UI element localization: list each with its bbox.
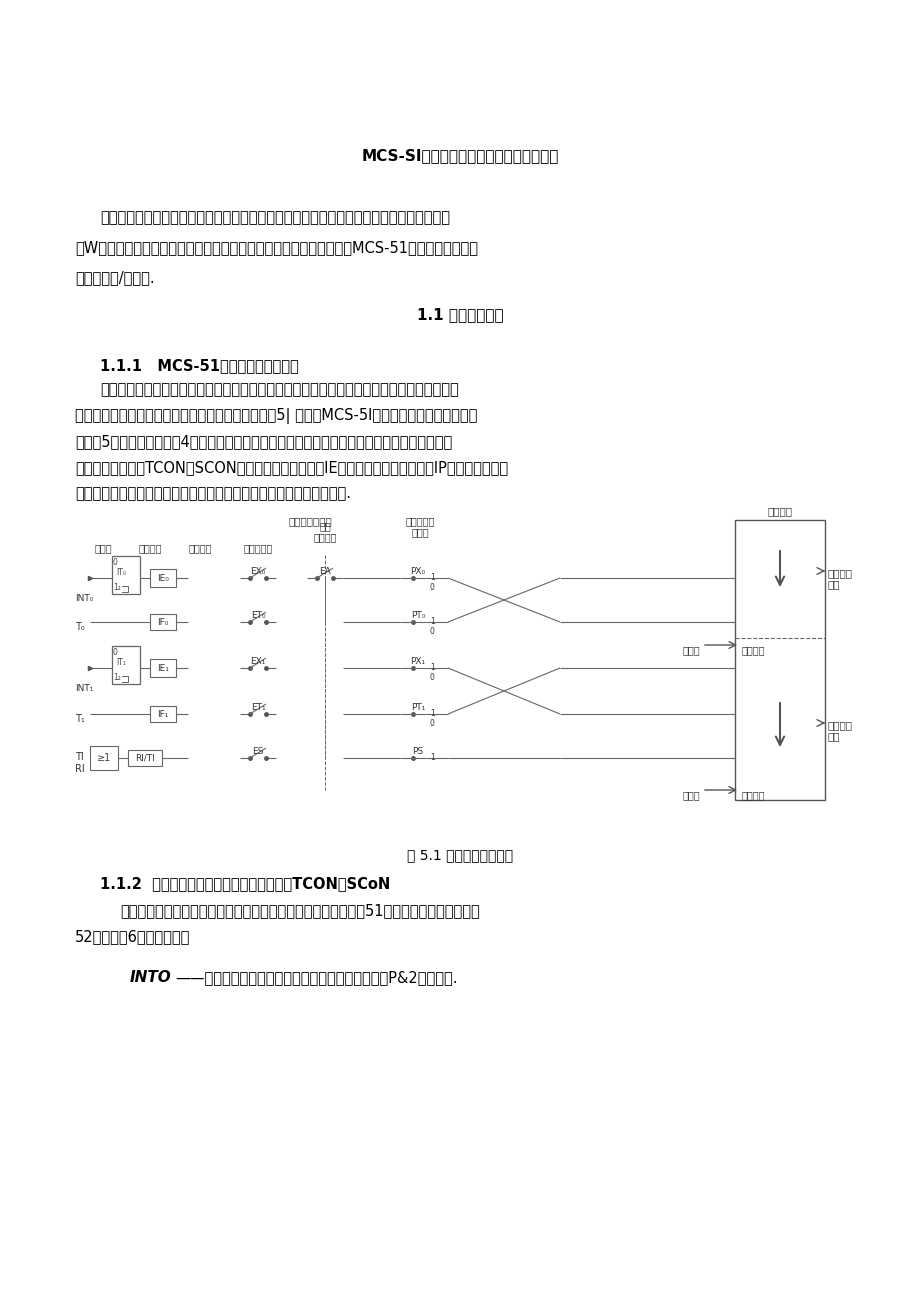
Text: 1.1 中断系统结构: 1.1 中断系统结构 [416,307,503,323]
Text: RI: RI [75,764,85,774]
Text: EX₁: EX₁ [250,657,266,666]
Text: 0: 0 [113,558,118,567]
Text: T₀: T₀ [75,622,85,632]
Text: 统和定时器/计数器.: 统和定时器/计数器. [75,271,154,285]
Text: 中断源: 中断源 [682,645,699,654]
Text: PT₀: PT₀ [411,611,425,621]
Text: 1: 1 [429,709,435,718]
Text: 包括：5个中断思求海：，4个用于中断限制和管理的可编程和可位寻址的特别功能奇在器（中断: 包括：5个中断思求海：，4个用于中断限制和管理的可编程和可位寻址的特别功能奇在器… [75,435,452,449]
Bar [128,749,162,766]
Text: 悬求源标记奇仔器TCON及SCON，中断允许限制寄存器IE和中断优先级限制寄存器IP），供应两个中: 悬求源标记奇仔器TCON及SCON，中断允许限制寄存器IE和中断优先级限制寄存器… [75,461,507,475]
Text: 括中断悬求、中断响应、中断处理和中断返回．如图5| 所示，MCS-5I中断系统的总统结构，图中: 括中断悬求、中断响应、中断处理和中断返回．如图5| 所示，MCS-5I中断系统的… [75,409,477,424]
Text: 1: 1 [429,664,435,673]
Bar [90,745,118,770]
Text: PX₀: PX₀ [410,567,425,576]
Text: 中断入口: 中断入口 [742,790,765,800]
Text: 52干系列为6个）它们是：: 52干系列为6个）它们是： [75,929,190,945]
Text: PX₁: PX₁ [410,657,425,666]
Text: 中断源: 中断源 [682,790,699,800]
Text: 中断源: 中断源 [94,543,112,553]
Text: 1: 1 [429,753,435,762]
Text: IF₁: IF₁ [157,709,168,718]
Text: 低级中断
请求: 低级中断 请求 [827,719,852,742]
Text: 图 5.1 中断系统总体结构: 图 5.1 中断系统总体结构 [406,848,513,863]
Text: PT₁: PT₁ [411,703,425,712]
Text: 中断入口: 中断入口 [742,645,765,654]
Text: 高级中断
请求: 高级中断 请求 [827,569,852,589]
Text: 0: 0 [429,583,435,592]
Text: 0: 0 [113,648,118,657]
Text: 1: 1 [429,572,435,582]
Text: T₁: T₁ [75,714,85,723]
Text: IT₀: IT₀ [116,569,126,578]
Bar [112,647,140,684]
Text: TI: TI [75,752,84,762]
Text: 1.1.1   MCS-51中断系统的总体结构: 1.1.1 MCS-51中断系统的总体结构 [100,358,299,373]
Text: ET₀: ET₀ [250,611,265,621]
Text: 0: 0 [429,627,435,636]
Text: 中断系统在计算机应用系统中起着非常重要的作用，良好的中断系统能提高计兖机对外界异: 中断系统在计算机应用系统中起着非常重要的作用，良好的中断系统能提高计兖机对外界异 [100,209,449,225]
Text: 0: 0 [429,719,435,729]
Text: INTO: INTO [130,971,172,985]
Text: PS: PS [412,747,423,756]
Text: ——外部中断。层求，低电平或脉冲卜降沿有效。由P&2引脚输入.: ——外部中断。层求，低电平或脉冲卜降沿有效。由P&2引脚输入. [175,971,457,985]
Text: 中断标志: 中断标志 [188,543,211,553]
Text: 中断源允许: 中断源允许 [243,543,272,553]
Text: EX₀: EX₀ [250,567,266,576]
Text: 断优先级，可实现二级中断嵌套，且班一个中断源可编程为开放或屏蔽.: 断优先级，可实现二级中断嵌套，且班一个中断源可编程为开放或屏蔽. [75,487,351,501]
Text: INT₀: INT₀ [75,595,93,602]
Text: 步W务的处理实力和响应速度，从而扩大计象机的应用范围。本点介绍MCS-51的单片机的中断系: 步W务的处理实力和响应速度，从而扩大计象机的应用范围。本点介绍MCS-51的单片… [75,239,478,255]
Text: 查询电路: 查询电路 [766,506,791,516]
Text: INT₁: INT₁ [75,684,93,693]
Text: IT₁: IT₁ [116,658,126,667]
Text: 所谓中断源就是引起中断的缘由或发出中断思求的中颜来源．在51子系列中有五个中断源＜: 所谓中断源就是引起中断的缘由或发出中断思求的中颜来源．在51子系列中有五个中断源… [119,903,479,919]
Text: RI/TI: RI/TI [135,753,154,762]
Bar [150,660,176,677]
Text: ≥1: ≥1 [96,753,111,762]
Bar [150,706,176,722]
Text: 1: 1 [429,617,435,626]
Bar [150,569,176,587]
Text: 中断优先级
寄存器: 中断优先级 寄存器 [405,516,434,537]
Text: IE₀: IE₀ [157,574,169,583]
Text: EA: EA [319,567,331,576]
Text: 全局
中断允许: 全局 中断允许 [312,520,336,543]
Text: ET₁: ET₁ [250,703,265,712]
Text: 1₂: 1₂ [113,673,120,682]
Text: ES: ES [252,747,264,756]
Text: MCS-SI单片机的中断繁统和定时，计数叁: MCS-SI单片机的中断繁统和定时，计数叁 [361,148,558,163]
Text: 1.1.2  中断息求源及相关的特别功能寄存器TCON和SCoN: 1.1.2 中断息求源及相关的特别功能寄存器TCON和SCoN [100,876,390,891]
Bar [112,556,140,595]
Text: 1₂: 1₂ [113,583,120,592]
Text: 在单片机中，为了实现中断功能而配置的软件和硬件，称为中断系统．中断系统的处理过程包: 在单片机中，为了实现中断功能而配置的软件和硬件，称为中断系统．中断系统的处理过程… [100,382,459,397]
Text: 中断选择: 中断选择 [138,543,162,553]
Text: 0: 0 [429,673,435,682]
Text: IF₀: IF₀ [157,618,168,627]
Text: IE₁: IE₁ [157,664,169,673]
Bar [734,520,824,800]
Bar [150,614,176,630]
Text: 中断允许寄存器: 中断允许寄存器 [288,516,332,526]
